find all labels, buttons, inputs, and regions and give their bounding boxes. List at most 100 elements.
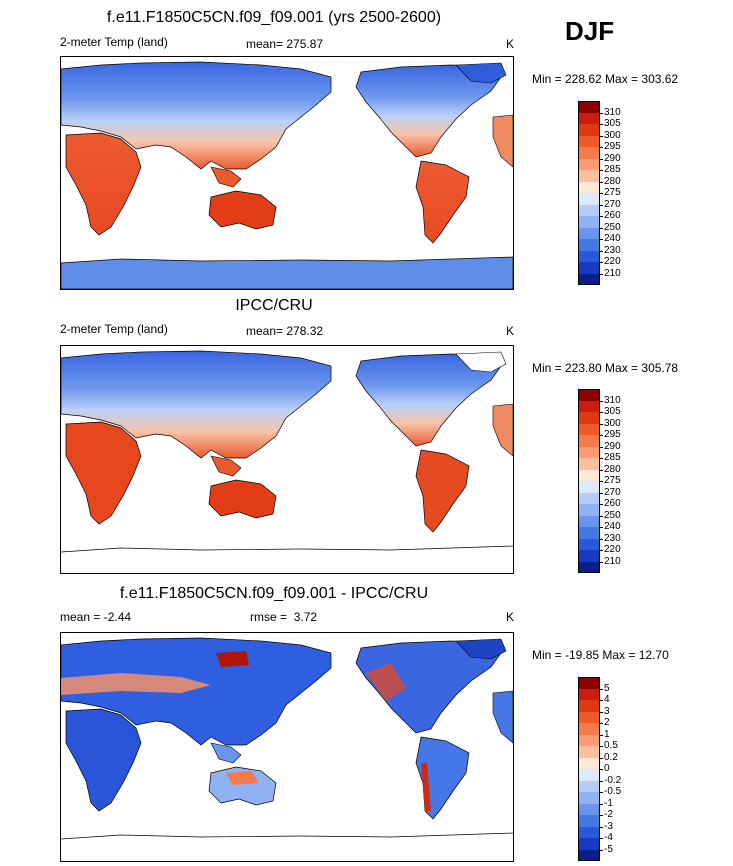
colorbar-box bbox=[578, 250, 600, 262]
colorbar-tick-mark bbox=[600, 826, 603, 828]
colorbar-box bbox=[578, 423, 600, 435]
colorbar-tick-mark bbox=[600, 527, 603, 528]
colorbar-box bbox=[578, 815, 600, 827]
colorbar-tick-mark bbox=[600, 481, 603, 482]
colorbar-tick-label: 295 bbox=[604, 141, 621, 152]
colorbar-tick-label: 260 bbox=[604, 210, 621, 221]
colorbar-tick-label: 260 bbox=[604, 498, 621, 509]
panel2-variable: 2-meter Temp (land) bbox=[60, 322, 168, 336]
panel1-map bbox=[60, 56, 514, 290]
colorbar-tick-label: -1 bbox=[604, 797, 613, 809]
panel2-mean-label: mean= bbox=[246, 324, 284, 338]
colorbar-tick-mark bbox=[600, 723, 603, 724]
colorbar-box bbox=[578, 204, 600, 216]
panel3-mean-label: mean = bbox=[60, 610, 101, 624]
colorbar-box bbox=[578, 515, 600, 527]
colorbar-tick-label: 240 bbox=[604, 233, 621, 244]
colorbar-box bbox=[578, 550, 600, 562]
colorbar-tick-label: 230 bbox=[604, 244, 621, 256]
colorbar-tick-mark bbox=[600, 250, 603, 252]
colorbar-tick-label: 285 bbox=[604, 164, 621, 175]
colorbar-tick-label: 0.5 bbox=[604, 740, 618, 751]
colorbar-tick-mark bbox=[600, 446, 603, 448]
panel3-namerica-warm bbox=[366, 663, 406, 701]
colorbar-tick-label: -0.5 bbox=[604, 786, 622, 797]
colorbar-tick-label: 2 bbox=[604, 717, 610, 728]
colorbar-tick-label: 230 bbox=[604, 532, 621, 544]
colorbar-tick-label: 3 bbox=[604, 705, 610, 717]
colorbar-tick-label: 4 bbox=[604, 694, 610, 705]
colorbar-tick-mark bbox=[600, 504, 603, 505]
panel3-map bbox=[60, 632, 514, 862]
colorbar-tick-mark bbox=[600, 815, 603, 816]
colorbar-tick-mark bbox=[600, 124, 603, 125]
colorbar-box bbox=[578, 504, 600, 516]
colorbar-tick-mark bbox=[600, 435, 603, 436]
colorbar-box bbox=[578, 561, 600, 573]
colorbar-box bbox=[578, 838, 600, 850]
panel3-mean: mean = -2.44 bbox=[60, 610, 131, 624]
panel2-greenland bbox=[455, 351, 507, 373]
colorbar-tick-mark bbox=[600, 792, 603, 793]
colorbar-box bbox=[578, 239, 600, 251]
panel3-greenland bbox=[455, 638, 507, 660]
colorbar-tick-mark bbox=[600, 849, 603, 851]
panel2-australia bbox=[208, 479, 277, 519]
panel1-samerica bbox=[415, 160, 470, 244]
panel1-africa bbox=[65, 132, 142, 236]
colorbar-box bbox=[578, 700, 600, 712]
colorbar-tick-mark bbox=[600, 158, 603, 160]
colorbar-tick-mark bbox=[600, 469, 603, 471]
colorbar-box bbox=[578, 135, 600, 147]
panel1-variable: 2-meter Temp (land) bbox=[60, 35, 168, 49]
colorbar-box bbox=[578, 780, 600, 792]
colorbar-tick-label: 5 bbox=[604, 682, 610, 694]
panel2-antarctica-outline bbox=[61, 545, 513, 553]
colorbar-tick-label: -2 bbox=[604, 809, 613, 820]
panel1-europe-right bbox=[492, 114, 513, 168]
panel1-australia bbox=[208, 190, 277, 230]
colorbar-tick-mark bbox=[600, 734, 603, 736]
colorbar-tick-mark bbox=[600, 273, 603, 275]
colorbar-tick-mark bbox=[600, 711, 603, 713]
panel1-map-svg bbox=[61, 61, 513, 289]
colorbar-box bbox=[578, 677, 600, 689]
colorbar-tick-label: 250 bbox=[604, 509, 621, 521]
colorbar-box bbox=[578, 538, 600, 550]
colorbar-tick-mark bbox=[600, 412, 603, 413]
colorbar-tick-mark bbox=[600, 216, 603, 217]
colorbar-tick-mark bbox=[600, 135, 603, 137]
panel3-australia-warm bbox=[226, 771, 259, 785]
colorbar-tick-label: 280 bbox=[604, 175, 621, 187]
colorbar-tick-mark bbox=[600, 769, 603, 770]
panel1-antarctica bbox=[61, 256, 513, 289]
colorbar-box bbox=[578, 124, 600, 136]
panel3-rmse-value: 3.72 bbox=[293, 610, 318, 624]
colorbar-box bbox=[578, 746, 600, 758]
colorbar-box bbox=[578, 227, 600, 239]
colorbar-tick-label: 240 bbox=[604, 521, 621, 532]
colorbar-box bbox=[578, 469, 600, 481]
panel3-units: K bbox=[506, 610, 515, 624]
colorbar-tick-label: -0.2 bbox=[604, 774, 622, 786]
panel2-mean-value: 278.32 bbox=[286, 324, 324, 338]
colorbar-tick-mark bbox=[600, 147, 603, 148]
colorbar-box bbox=[578, 792, 600, 804]
colorbar-tick-label: 280 bbox=[604, 463, 621, 475]
panel1-mean-value: 275.87 bbox=[286, 37, 324, 51]
colorbar-tick-mark bbox=[600, 492, 603, 494]
colorbar-box bbox=[578, 435, 600, 447]
panel1-greenland bbox=[455, 62, 507, 84]
colorbar-tick-mark bbox=[600, 239, 603, 240]
colorbar-box bbox=[578, 216, 600, 228]
colorbar-tick-label: 220 bbox=[604, 256, 621, 267]
panel2-europe-right bbox=[492, 403, 513, 457]
colorbar-tick-mark bbox=[600, 400, 603, 402]
panel3-seasia bbox=[210, 742, 242, 764]
panel3-siberia-hot bbox=[216, 651, 249, 667]
colorbar-tick-label: 220 bbox=[604, 544, 621, 555]
colorbar-box bbox=[578, 158, 600, 170]
colorbar-tick-label: 210 bbox=[604, 267, 621, 279]
panel3-andes-warm bbox=[421, 763, 431, 811]
colorbar-box bbox=[578, 262, 600, 274]
